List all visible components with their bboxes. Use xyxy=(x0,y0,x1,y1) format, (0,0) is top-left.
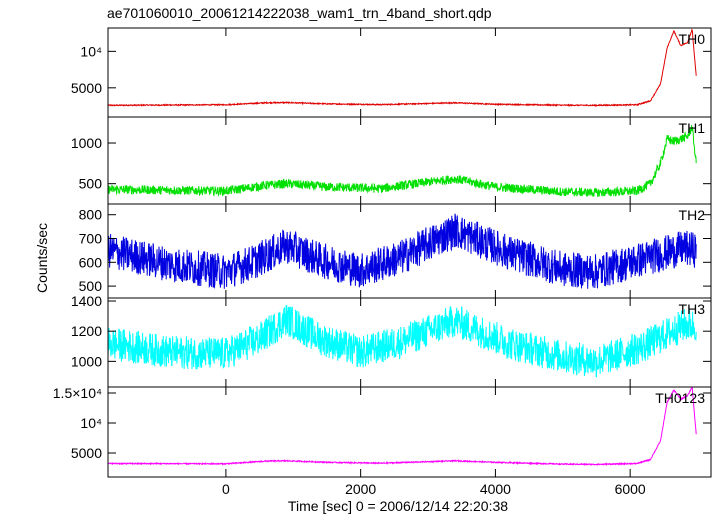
panel-label: TH1 xyxy=(679,120,706,136)
panel-th3: 1000 1200 1400 TH3 xyxy=(71,293,712,388)
y-tick-label: 10⁴ xyxy=(80,43,102,59)
y-axis-label: Counts/sec xyxy=(34,223,50,293)
x-tick-label: 0 xyxy=(222,481,230,497)
y-tick-label: 1400 xyxy=(71,293,102,309)
y-tick-label: 500 xyxy=(79,278,103,294)
y-tick-label: 1200 xyxy=(71,323,102,339)
panel-th2: 500 600 700 800 TH2 xyxy=(79,203,712,299)
y-tick-label: 800 xyxy=(79,207,103,223)
y-tick-label: 600 xyxy=(79,254,103,270)
y-tick-label: 10⁴ xyxy=(80,415,102,431)
panel-frame xyxy=(107,386,712,478)
y-tick-label: 1000 xyxy=(71,135,102,151)
panel-label: TH0 xyxy=(679,31,706,47)
series-line-th3 xyxy=(107,304,697,378)
series-line-th0 xyxy=(107,28,697,108)
panel-label: TH0123 xyxy=(655,390,705,406)
y-tick-label: 500 xyxy=(79,176,103,192)
x-tick-label: 2000 xyxy=(345,481,376,497)
x-tick-label: 4000 xyxy=(480,481,511,497)
panel-th1: 500 1000 TH1 xyxy=(71,116,712,205)
panel-label: TH3 xyxy=(679,301,706,317)
y-tick-label: 1000 xyxy=(71,353,102,369)
panel-label: TH2 xyxy=(679,207,706,223)
series-line-th1 xyxy=(107,125,697,198)
x-tick-labels: 0 2000 4000 6000 xyxy=(222,481,646,497)
chart-title: ae701060010_20061214222038_wam1_trn_4ban… xyxy=(107,5,492,21)
x-axis-label: Time [sec] 0 = 2006/12/14 22:20:38 xyxy=(288,498,508,514)
y-tick-label: 5000 xyxy=(71,80,102,96)
x-tick-label: 6000 xyxy=(615,481,646,497)
panel-th0: 5000 10⁴ TH0 xyxy=(71,27,712,118)
panel-th0123: 5000 10⁴ 1.5×10⁴ TH0123 xyxy=(53,385,712,478)
y-tick-label: 5000 xyxy=(71,445,102,461)
series-line-th0123 xyxy=(107,386,697,466)
y-tick-label: 1.5×10⁴ xyxy=(53,385,102,401)
y-tick-label: 700 xyxy=(79,231,103,247)
series-line-th2 xyxy=(107,213,697,290)
